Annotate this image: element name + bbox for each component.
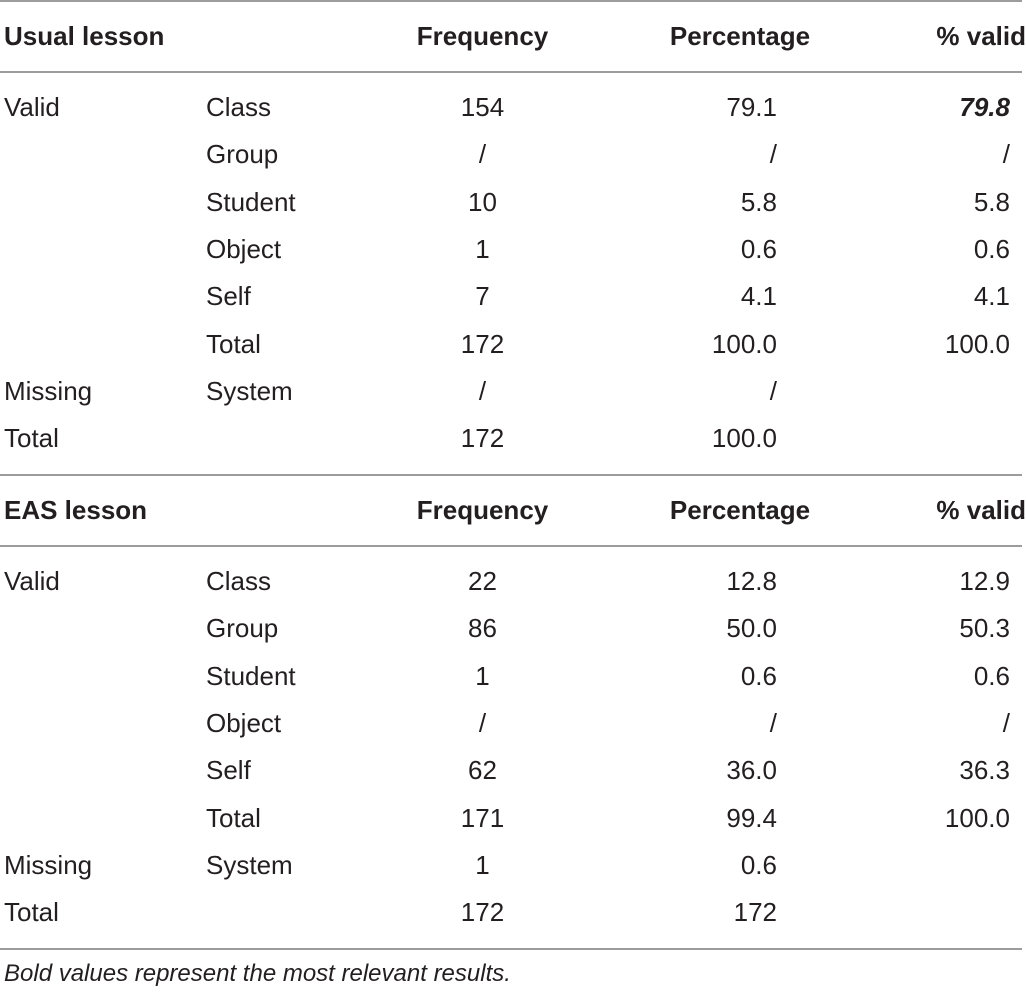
- row-category-label: Total: [206, 329, 261, 359]
- row-category-label: Self: [206, 281, 251, 311]
- row-category-label: Group: [206, 139, 279, 169]
- table-row: Object / / /: [0, 703, 1026, 743]
- valid-pct-cell: /: [1002, 708, 1010, 738]
- percentage-header: Percentage: [669, 21, 811, 51]
- frequency-cell: 154: [460, 92, 505, 122]
- percentage-cell: 50.0: [726, 613, 777, 643]
- percentage-cell: 0.6: [740, 661, 777, 691]
- valid-pct-cell: /: [1002, 139, 1010, 169]
- table-footnote: Bold values represent the most relevant …: [4, 960, 511, 987]
- percentage-cell: 0.6: [740, 850, 777, 880]
- valid-pct-cell: 100.0: [944, 329, 1010, 359]
- row-group-label: Total: [4, 897, 59, 927]
- row-category-label: Student: [206, 187, 296, 217]
- frequency-cell: /: [478, 708, 487, 738]
- frequency-cell: 172: [460, 897, 505, 927]
- valid-pct-cell: 5.8: [973, 187, 1010, 217]
- frequency-header: Frequency: [416, 21, 549, 51]
- percentage-cell: 100.0: [711, 423, 777, 453]
- frequency-cell: 22: [468, 566, 497, 596]
- percentage-cell: 79.1: [726, 92, 777, 122]
- section-header-row: Usual lesson Frequency Percentage % vali…: [0, 16, 1026, 56]
- frequency-cell: /: [478, 139, 487, 169]
- row-group-label: Missing: [4, 376, 93, 406]
- row-category-label: Class: [206, 92, 272, 122]
- frequency-cell: 172: [460, 329, 505, 359]
- valid-pct-cell: 0.6: [973, 234, 1010, 264]
- table-row: Total 171 99.4 100.0: [0, 798, 1026, 838]
- row-category-label: System: [206, 376, 293, 406]
- percentage-cell: 12.8: [726, 566, 777, 596]
- percentage-cell: 4.1: [740, 281, 777, 311]
- frequency-cell: 7: [475, 281, 490, 311]
- percentage-header: Percentage: [669, 495, 811, 525]
- table-row: Student 1 0.6 0.6: [0, 656, 1026, 696]
- table-row: Group / / /: [0, 134, 1026, 174]
- table-row: Missing System / /: [0, 371, 1026, 411]
- valid-pct-cell: 12.9: [959, 566, 1010, 596]
- section-header-row: EAS lesson Frequency Percentage % valid: [0, 490, 1026, 530]
- percentage-cell: 0.6: [740, 234, 777, 264]
- percentage-cell: /: [769, 708, 777, 738]
- percentage-cell: 172: [733, 897, 777, 927]
- percentage-cell: /: [769, 376, 777, 406]
- table-row: Self 7 4.1 4.1: [0, 276, 1026, 316]
- table-row: Total 172 100.0: [0, 418, 1026, 458]
- row-category-label: Total: [206, 803, 261, 833]
- percentage-cell: /: [769, 139, 777, 169]
- row-category-label: Object: [206, 234, 282, 264]
- section-divider-rule: [0, 474, 1022, 476]
- row-category-label: Self: [206, 755, 251, 785]
- row-group-label: Missing: [4, 850, 93, 880]
- table-row: Missing System 1 0.6: [0, 845, 1026, 885]
- table-row: Self 62 36.0 36.3: [0, 750, 1026, 790]
- row-category-label: Object: [206, 708, 282, 738]
- row-category-label: System: [206, 850, 293, 880]
- percentage-cell: 36.0: [726, 755, 777, 785]
- table-row: Total 172 100.0 100.0: [0, 324, 1026, 364]
- valid-pct-cell: 79.8: [959, 92, 1010, 122]
- header-rule: [0, 71, 1022, 73]
- table-row: Valid Class 22 12.8 12.9: [0, 561, 1026, 601]
- table-row: Object 1 0.6 0.6: [0, 229, 1026, 269]
- valid-pct-cell: 36.3: [959, 755, 1010, 785]
- valid-pct-cell: 0.6: [973, 661, 1010, 691]
- frequency-header: Frequency: [416, 495, 549, 525]
- row-category-label: Class: [206, 566, 272, 596]
- table-row: Total 172 172: [0, 892, 1026, 932]
- row-group-label: Valid: [4, 92, 60, 122]
- valid-pct-cell: 4.1: [973, 281, 1010, 311]
- valid-pct-cell: 50.3: [959, 613, 1010, 643]
- frequency-cell: 171: [460, 803, 505, 833]
- row-category-label: Student: [206, 661, 296, 691]
- frequency-cell: 86: [468, 613, 497, 643]
- frequency-cell: 10: [468, 187, 497, 217]
- valid-pct-cell: 100.0: [944, 803, 1010, 833]
- valid-pct-header: % valid: [936, 21, 1026, 51]
- percentage-cell: 99.4: [726, 803, 777, 833]
- row-group-label: Total: [4, 423, 59, 453]
- table-row: Student 10 5.8 5.8: [0, 182, 1026, 222]
- valid-pct-header: % valid: [936, 495, 1026, 525]
- top-rule: [0, 0, 1022, 2]
- bottom-rule: [0, 948, 1022, 950]
- frequency-cell: 1: [475, 234, 490, 264]
- table-row: Group 86 50.0 50.3: [0, 608, 1026, 648]
- row-group-label: Valid: [4, 566, 60, 596]
- percentage-cell: 100.0: [711, 329, 777, 359]
- row-category-label: Group: [206, 613, 279, 643]
- frequency-cell: 62: [468, 755, 497, 785]
- frequency-cell: /: [478, 376, 487, 406]
- percentage-cell: 5.8: [740, 187, 777, 217]
- table-row: Valid Class 154 79.1 79.8: [0, 87, 1026, 127]
- frequency-cell: 172: [460, 423, 505, 453]
- header-rule: [0, 545, 1022, 547]
- frequency-cell: 1: [475, 661, 490, 691]
- frequency-cell: 1: [475, 850, 490, 880]
- section-title: EAS lesson: [4, 495, 148, 525]
- section-title: Usual lesson: [4, 21, 165, 51]
